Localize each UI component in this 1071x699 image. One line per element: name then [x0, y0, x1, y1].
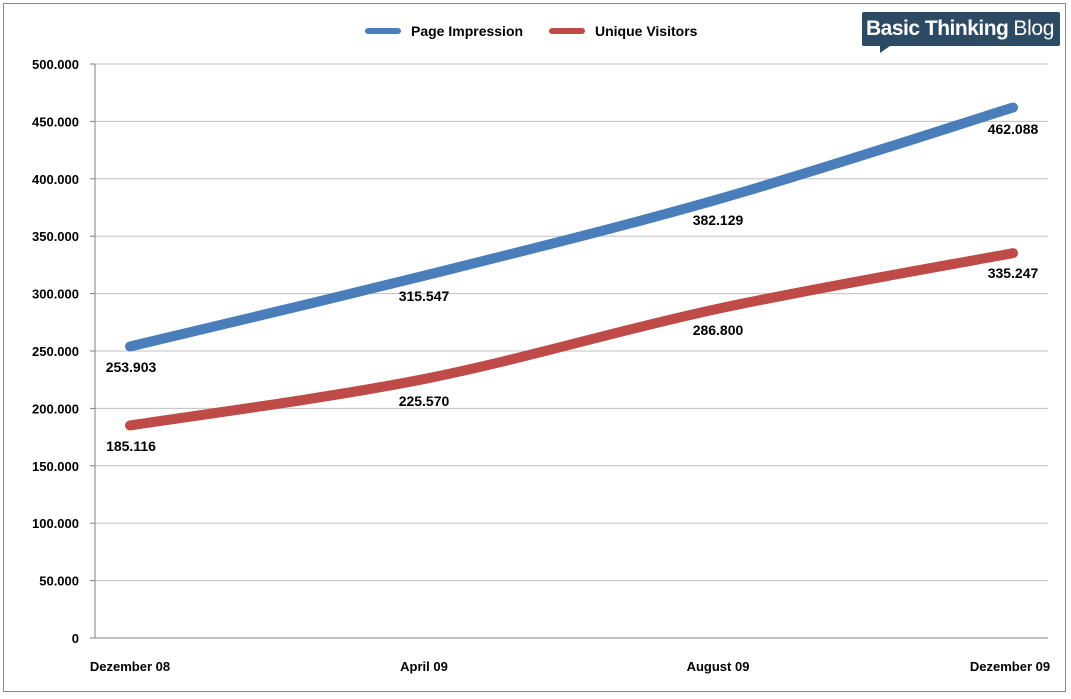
logo-speech-tail [880, 46, 890, 53]
chart-frame [3, 3, 1066, 692]
x-tick-label: April 09 [400, 659, 448, 674]
y-tick-label: 0 [72, 631, 79, 646]
x-axis-tick-labels: Dezember 08 April 09 August 09 Dezember 09 [90, 659, 1050, 674]
data-label-page-impression: 382.129 [693, 212, 744, 228]
data-label-page-impression: 462.088 [988, 121, 1039, 137]
x-tick-label: Dezember 08 [90, 659, 170, 674]
y-tick-label: 450.000 [32, 114, 79, 129]
y-tick-label: 150.000 [32, 459, 79, 474]
logo-text-regular: Blog [1013, 17, 1055, 40]
legend-label-page-impression: Page Impression [411, 23, 523, 39]
x-tick-label: August 09 [687, 659, 750, 674]
data-label-unique-visitors: 286.800 [693, 322, 744, 338]
axes [94, 64, 1048, 639]
x-tick-label: Dezember 09 [970, 659, 1050, 674]
series-line-page-impression [125, 102, 1018, 352]
data-label-page-impression: 253.903 [106, 359, 157, 375]
series-lines [125, 102, 1018, 431]
data-label-unique-visitors: 335.247 [988, 265, 1039, 281]
series-line-unique-visitors [125, 248, 1018, 431]
y-tick-label: 300.000 [32, 287, 79, 302]
y-tick-label: 50.000 [39, 574, 79, 589]
legend-label-unique-visitors: Unique Visitors [595, 23, 698, 39]
y-tick-label: 250.000 [32, 344, 79, 359]
grid-lines [90, 63, 1048, 639]
data-label-unique-visitors: 185.116 [106, 438, 156, 454]
y-tick-label: 200.000 [32, 401, 79, 416]
data-label-page-impression: 315.547 [399, 288, 450, 304]
y-tick-label: 100.000 [32, 516, 79, 531]
data-labels: 253.903 315.547 382.129 462.088 185.116 225.5… [106, 121, 1039, 454]
logo-text-bold: Basic Thinking [866, 17, 1009, 40]
legend: Page Impression Unique Visitors [365, 23, 698, 39]
basic-thinking-logo: Basic Thinking Blog [862, 12, 1061, 46]
y-tick-label: 400.000 [32, 172, 79, 187]
y-tick-label: 500.000 [32, 57, 79, 72]
data-label-unique-visitors: 225.570 [399, 393, 450, 409]
y-axis-tick-labels: 0 50.000 100.000 150.000 200.000 250.000 300.0… [32, 57, 79, 646]
y-tick-label: 350.000 [32, 229, 79, 244]
